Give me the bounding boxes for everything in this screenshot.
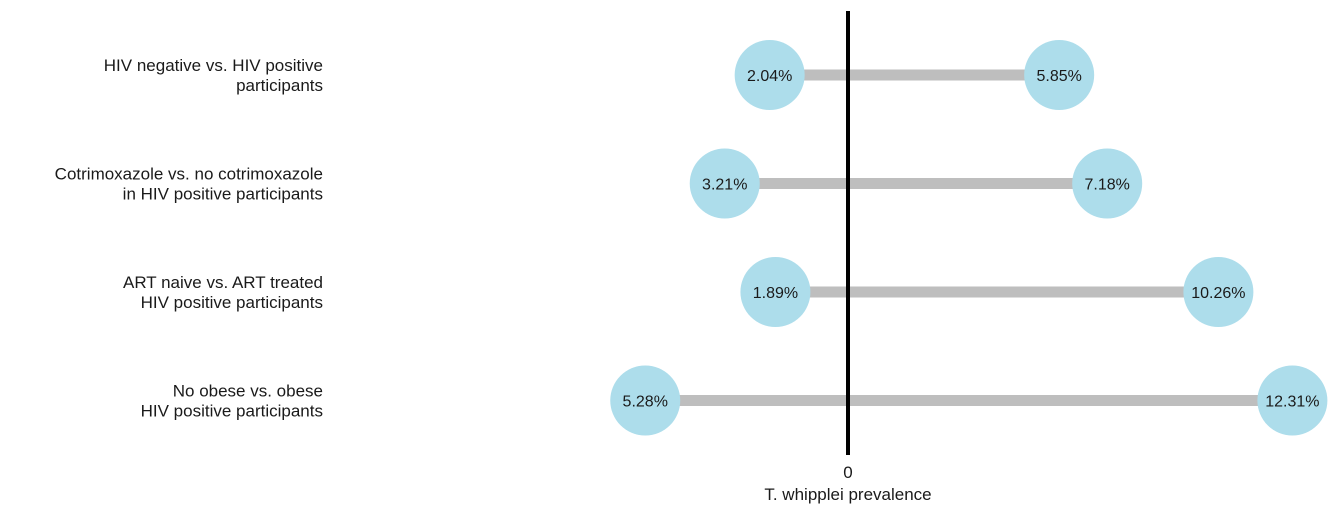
category-label-2: ART naive vs. ART treated HIV positive pa… [123, 273, 323, 312]
left-dot-3 [610, 365, 681, 436]
category-label-3-line-1: HIV positive participants [141, 402, 323, 421]
left-value-label-2: 1.89% [753, 285, 798, 302]
category-label-2-line-1: HIV positive participants [141, 293, 323, 312]
category-label-1-line-0: Cotrimoxazole vs. no cotrimoxazole [55, 165, 323, 184]
right-value-label-1: 7.18% [1085, 177, 1130, 194]
category-label-1-line-1: in HIV positive participants [123, 185, 323, 204]
dots-layer: 2.04% 5.85% 3.21% 7.18% 1.89% 10.26% 5.28% 12.3… [610, 40, 1328, 436]
right-value-label-3: 12.31% [1265, 394, 1319, 411]
category-label-0: HIV negative vs. HIV positive participant… [104, 56, 323, 95]
right-value-label-0: 5.85% [1036, 68, 1081, 85]
left-value-label-3: 5.28% [623, 394, 668, 411]
left-dot-0 [734, 40, 805, 110]
right-value-label-2: 10.26% [1191, 285, 1245, 302]
category-label-3-line-0: No obese vs. obese [173, 382, 323, 401]
x-tick-label-0: 0 [843, 463, 852, 482]
segments-layer [645, 69, 1293, 406]
left-value-label-0: 2.04% [747, 68, 792, 85]
category-label-1: Cotrimoxazole vs. no cotrimoxazole in HIV… [55, 165, 323, 204]
x-axis-title: T. whipplei prevalence [764, 485, 931, 504]
category-label-0-line-1: participants [236, 76, 323, 95]
left-dot-2 [740, 257, 811, 327]
left-value-label-1: 3.21% [702, 177, 747, 194]
right-dot-2 [1183, 257, 1254, 327]
category-labels: HIV negative vs. HIV positive participant… [55, 56, 323, 421]
right-dot-3 [1257, 365, 1328, 436]
left-dot-1 [689, 148, 760, 219]
category-label-0-line-0: HIV negative vs. HIV positive [104, 56, 323, 75]
right-dot-0 [1024, 40, 1095, 110]
right-dot-1 [1072, 148, 1143, 219]
category-label-3: No obese vs. obese HIV positive participa… [141, 382, 323, 421]
category-label-2-line-0: ART naive vs. ART treated [123, 273, 323, 292]
